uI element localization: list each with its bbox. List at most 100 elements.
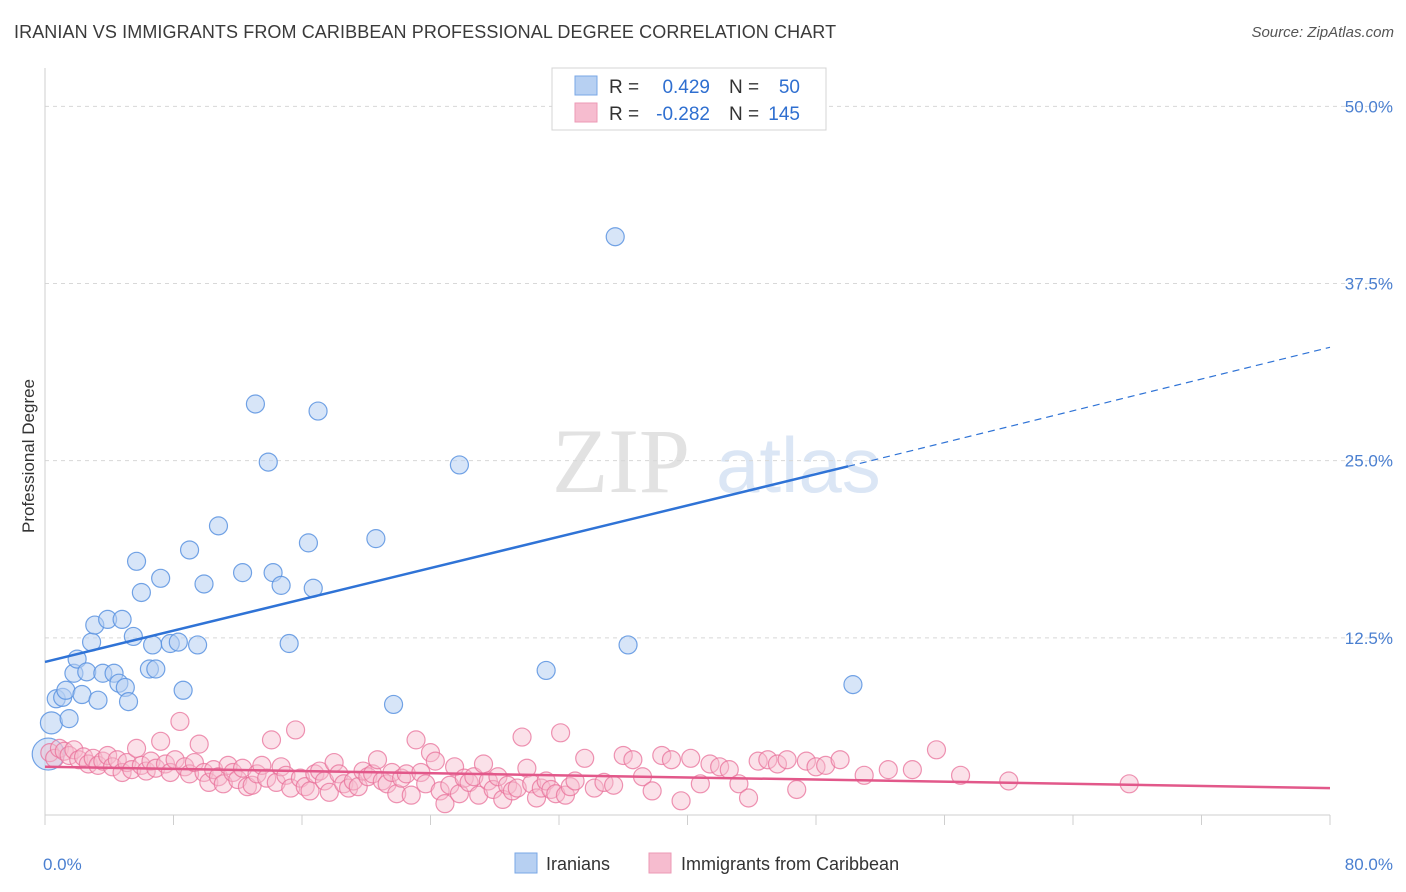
legend-n-value-1: 50 [779, 77, 800, 98]
caribbean-point [512, 727, 532, 747]
caribbean-point [878, 760, 898, 780]
caribbean-point [926, 740, 947, 760]
caribbean-point [517, 758, 537, 778]
iranian-point [245, 394, 266, 414]
bottom-legend-swatch-iranians [514, 852, 538, 874]
iranian-point [173, 680, 193, 700]
caribbean-point [401, 785, 421, 805]
caribbean-point [469, 785, 489, 805]
legend-r-label-1: R = [609, 77, 639, 98]
caribbean-point [758, 750, 778, 770]
caribbean-point [748, 751, 768, 771]
caribbean-point [464, 767, 484, 787]
x-tick-label-min: 0.0% [43, 855, 82, 874]
caribbean-point [184, 752, 204, 773]
caribbean-point [671, 791, 691, 811]
caribbean-point [777, 750, 797, 770]
iranian-point [143, 635, 163, 655]
iranians-trend-line [44, 465, 849, 664]
caribbean-trend-line [44, 765, 1331, 790]
legend-r-label-2: R = [609, 104, 639, 125]
caribbean-points [40, 711, 1139, 814]
caribbean-point [575, 748, 595, 768]
caribbean-point [151, 731, 171, 751]
iranians-points [31, 227, 863, 771]
caribbean-point [613, 745, 633, 766]
caribbean-point [98, 745, 118, 766]
caribbean-point [281, 778, 301, 798]
caribbean-point [999, 771, 1019, 791]
y-tick-label: 50.0% [1345, 97, 1393, 116]
iranian-point [366, 529, 386, 549]
watermark-atlas: atlas [716, 421, 881, 509]
legend-r-value-1: 0.429 [662, 77, 710, 98]
iranian-point [168, 632, 188, 652]
caribbean-point [261, 730, 282, 750]
iranian-point [187, 635, 208, 655]
chart-title: IRANIAN VS IMMIGRANTS FROM CARIBBEAN PRO… [14, 22, 837, 42]
bottom-legend-swatch-caribbean [648, 852, 672, 874]
caribbean-point [126, 738, 147, 758]
y-tick-labels: 12.5% 25.0% 37.5% 50.0% [1345, 97, 1393, 647]
caribbean-point [199, 772, 219, 793]
caribbean-point [285, 720, 306, 740]
iranian-point [59, 709, 79, 729]
iranian-point [232, 563, 253, 583]
caribbean-point [642, 781, 662, 801]
caribbean-point [425, 751, 445, 771]
trend-lines [44, 346, 1331, 790]
correlation-legend: R = 0.429 N = 50 R = -0.282 N = 145 [551, 67, 827, 131]
iranian-point [449, 455, 470, 475]
iranian-point [131, 582, 151, 603]
caribbean-point [473, 754, 494, 774]
series-legend: Iranians Immigrants from Caribbean [514, 852, 899, 874]
iranian-point [151, 568, 171, 588]
iranian-point [126, 551, 147, 571]
iranian-point [118, 692, 139, 712]
iranian-point [308, 401, 328, 421]
iranian-point [194, 574, 214, 594]
source-label: Source: ZipAtlas.com [1251, 24, 1394, 41]
bottom-legend-caribbean: Immigrants from Caribbean [681, 854, 899, 874]
caribbean-point [363, 764, 383, 784]
caribbean-point [483, 779, 503, 800]
caribbean-point [348, 777, 368, 797]
y-axis-label: Professional Degree [19, 379, 38, 533]
x-tick-label-max: 80.0% [1345, 855, 1393, 874]
iranian-point [72, 684, 92, 705]
caribbean-point [435, 794, 455, 814]
caribbean-point [232, 758, 253, 778]
caribbean-point [584, 778, 604, 798]
caribbean-point [551, 723, 571, 743]
caribbean-point [681, 748, 701, 768]
legend-n-value-2: 145 [768, 104, 800, 125]
caribbean-point [796, 751, 816, 771]
caribbean-point [830, 750, 850, 770]
y-tick-label: 37.5% [1345, 275, 1393, 294]
iranian-point [618, 635, 638, 655]
caribbean-point [690, 774, 710, 794]
iranian-point [298, 533, 319, 553]
caribbean-point [652, 745, 672, 766]
caribbean-point [430, 781, 450, 801]
iranian-point [279, 633, 299, 654]
y-tick-label: 12.5% [1345, 629, 1393, 648]
legend-n-label-2: N = [729, 104, 759, 125]
iranian-point [536, 660, 556, 681]
legend-swatch-caribbean [574, 102, 598, 123]
caribbean-point [377, 774, 397, 794]
caribbean-point [170, 711, 190, 732]
iranian-point [112, 609, 132, 630]
iranian-point [271, 575, 291, 595]
iranian-point [843, 675, 863, 695]
caribbean-point [189, 734, 209, 754]
caribbean-point [406, 730, 426, 750]
caribbean-point [367, 750, 388, 770]
caribbean-point [266, 772, 286, 793]
iranian-point [208, 516, 229, 536]
caribbean-point [387, 784, 407, 804]
y-tick-label: 25.0% [1345, 452, 1393, 471]
iranian-point [605, 227, 625, 247]
iranian-point [258, 452, 278, 472]
